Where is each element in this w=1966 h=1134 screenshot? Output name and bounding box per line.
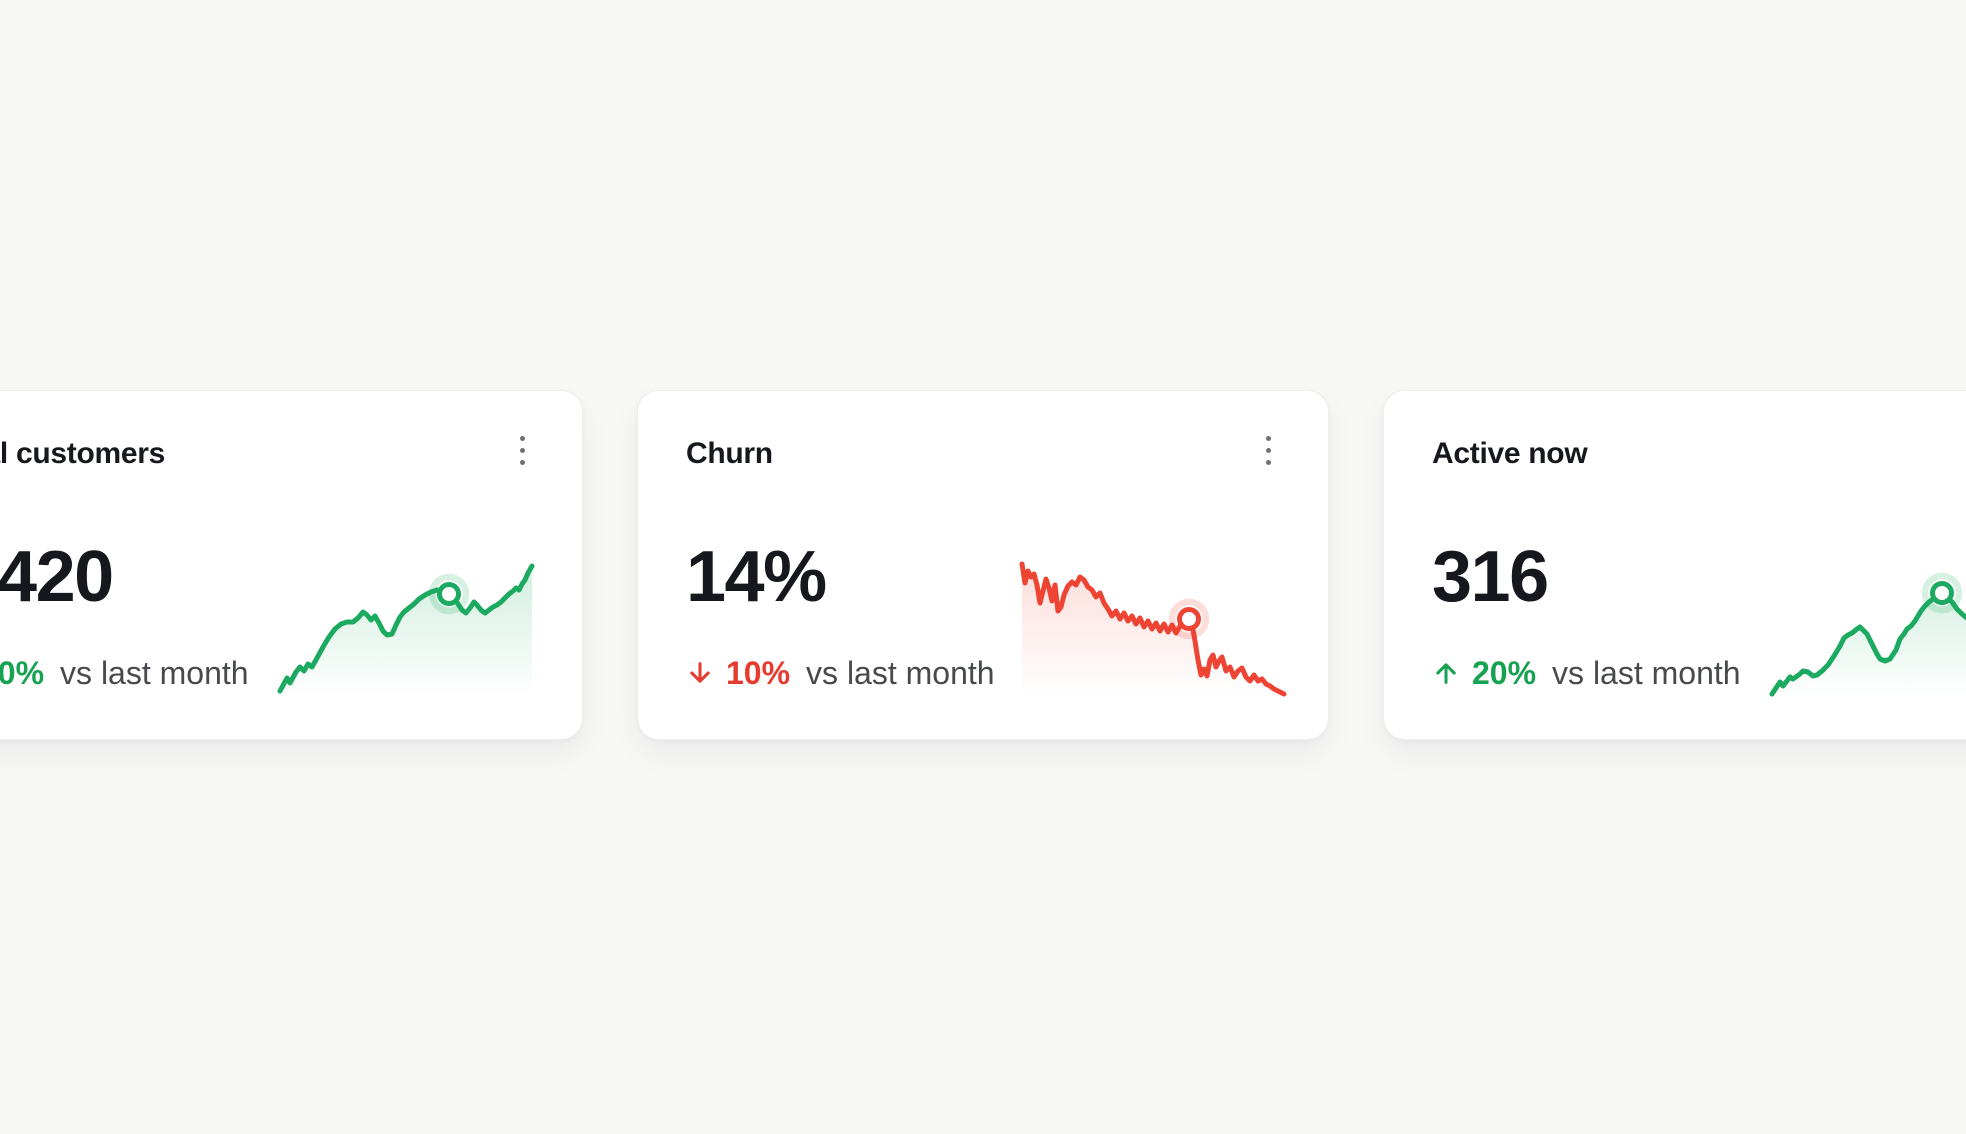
trend-down-icon <box>690 662 710 683</box>
card-title: Active now <box>1432 437 1588 470</box>
trend-label: vs last month <box>1552 655 1741 691</box>
stat-card-active-now: Active now 316 20% vs last month <box>1383 390 1966 740</box>
stat-cards-row: Total customers 2,420 40% vs last month … <box>0 390 1966 740</box>
card-value: 316 <box>1432 537 1549 617</box>
stat-card-total-customers: Total customers 2,420 40% vs last month <box>0 390 583 740</box>
card-title: Total customers <box>0 437 165 470</box>
sparkline-chart <box>277 561 538 696</box>
card-value: 2,420 <box>0 537 114 617</box>
stat-card-churn: Churn 14% 10% vs last month <box>637 390 1329 740</box>
card-value: 14% <box>686 537 827 617</box>
kebab-menu-icon <box>519 435 525 441</box>
trend-label: vs last month <box>60 655 249 691</box>
card-title: Churn <box>686 437 773 470</box>
trend-percent: 40% <box>0 655 45 691</box>
trend-row: 20% vs last month <box>1432 653 1741 693</box>
kebab-menu-button[interactable] <box>1261 433 1275 467</box>
kebab-menu-button[interactable] <box>515 433 529 467</box>
sparkline-chart <box>1019 561 1287 697</box>
kebab-menu-icon <box>1265 435 1271 441</box>
trend-label: vs last month <box>806 655 995 691</box>
trend-percent: 10% <box>726 655 791 691</box>
sparkline-chart <box>1769 561 1966 697</box>
trend-percent: 20% <box>1472 655 1537 691</box>
trend-row: 10% vs last month <box>686 653 995 693</box>
trend-row: 40% vs last month <box>0 653 249 693</box>
trend-up-icon <box>1436 663 1456 684</box>
